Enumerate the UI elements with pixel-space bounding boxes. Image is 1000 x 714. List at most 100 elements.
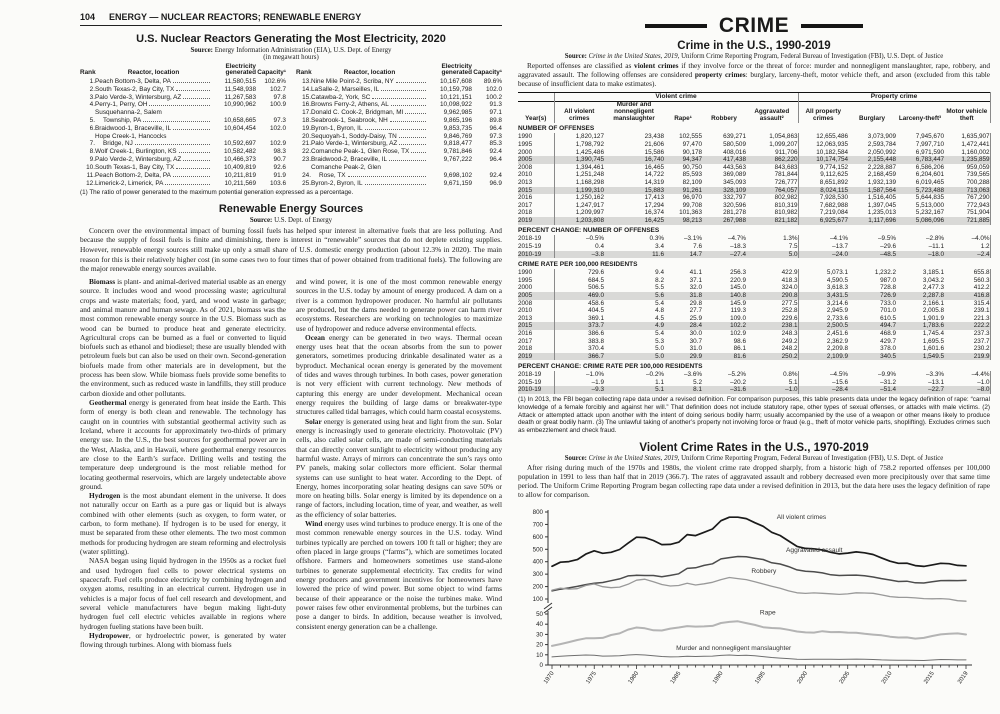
page-header: 104 ENERGY — NUCLEAR REACTORS; RENEWABLE… bbox=[80, 12, 502, 26]
body-paragraph: Ocean energy can be generated in two way… bbox=[296, 332, 502, 417]
table-row: 2015 1,199,310 15,883 91,261 328,109 764,057 8… bbox=[518, 186, 991, 195]
table-row: 2015-19 0.4 3.4 7.6 –18.3 7.5 –13.7 –29.6 –11.1 1… bbox=[518, 243, 991, 251]
col-header: Robbery bbox=[702, 101, 746, 123]
body-paragraph: Wind energy uses wind turbines to produc… bbox=[296, 519, 502, 631]
table-row: 7. Hope Creek-1, Hancocks Bridge, NJ 10,592… bbox=[89, 132, 286, 148]
body-paragraph: Solar energy is generated using heat and… bbox=[296, 416, 502, 519]
table-row: 1995 1,798,792 21,606 97,470 580,509 1,099,20… bbox=[518, 140, 991, 149]
table-row: 15. Catawba-2, York, SC 10,121,151 100.2 bbox=[302, 93, 502, 101]
col-header-rank: Rank bbox=[80, 69, 96, 77]
col-header: Larceny-theft³ bbox=[896, 101, 945, 123]
page-right: CRIME Crime in the U.S., 1990-2019 Sourc… bbox=[518, 12, 991, 714]
svg-text:400: 400 bbox=[533, 559, 544, 566]
table-row: 2005 469.0 5.6 31.8 140.8 290.8 3,431.5 726.9 2,… bbox=[518, 291, 991, 300]
page-left: 104 ENERGY — NUCLEAR REACTORS; RENEWABLE… bbox=[80, 12, 502, 714]
crime-table-source: Source: Crime in the United States, 2019… bbox=[564, 53, 944, 60]
table-row: 20. Sequoyah-1, Soddy-Daisy, TN 9,846,769 9… bbox=[302, 132, 502, 140]
svg-text:1975: 1975 bbox=[585, 670, 598, 685]
dot-leader bbox=[172, 81, 210, 83]
crime-table-intro: Reported offenses are classified as viol… bbox=[518, 61, 990, 89]
page-number: 104 bbox=[80, 12, 96, 22]
dot-leader bbox=[149, 105, 210, 107]
table-row: 17. Donald C. Cook-2, Bridgman, MI 9,962,9… bbox=[302, 109, 502, 117]
table-row: 8. Wolf Creek-1, Burlington, KS 10,582,482… bbox=[89, 148, 286, 156]
table-row: 23. Braidwood-2, Braceville, IL 9,767,222 9… bbox=[302, 156, 502, 164]
svg-text:50: 50 bbox=[536, 611, 543, 618]
nuclear-source: Source: Energy Information Administratio… bbox=[190, 46, 392, 54]
crime-banner-title: CRIME bbox=[718, 14, 790, 37]
svg-text:40: 40 bbox=[536, 621, 543, 628]
body-paragraph: Biomass is plant- and animal-derived mat… bbox=[80, 276, 286, 398]
svg-text:2019: 2019 bbox=[957, 670, 970, 685]
table-row: 2017 383.8 5.3 30.7 98.6 249.2 2,362.9 429.7 1,6… bbox=[518, 337, 991, 346]
svg-text:1970: 1970 bbox=[543, 670, 556, 685]
dot-leader bbox=[176, 167, 210, 169]
section-label-row: PERCENT CHANGE: CRIME RATE PER 100,000 R… bbox=[518, 362, 703, 370]
col-header: Murder and nonnegligent manslaughter bbox=[604, 101, 664, 123]
svg-text:800: 800 bbox=[533, 509, 544, 516]
dot-leader bbox=[364, 183, 426, 185]
dot-leader bbox=[172, 175, 210, 177]
nuclear-table-left: Rank Reactor, location Electricity gener… bbox=[80, 62, 286, 188]
col-header: Burglary bbox=[848, 101, 897, 123]
table-row: 2010 1,251,248 14,722 85,593 369,089 781,844 9… bbox=[518, 171, 991, 180]
table-row: 6. Braidwood-1, Braceville, IL 10,604,454 1… bbox=[89, 124, 286, 132]
table-row: 2017 1,247,917 17,294 99,708 320,596 810,319 7… bbox=[518, 201, 991, 210]
banner-bar-left bbox=[644, 24, 707, 28]
body-paragraph: Geothermal energy is generated from heat… bbox=[80, 398, 286, 491]
svg-text:700: 700 bbox=[533, 521, 544, 528]
table-row: 2000 506.5 5.5 32.0 145.0 324.0 3,618.3 728.8 2,… bbox=[518, 284, 991, 292]
violent-crime-chart: 100 200 300 400 500 600 700 800 0 10 20 30 40 50 1970 1… bbox=[518, 502, 990, 703]
table-row: 2. South Texas-2, Bay City, TX 11,548,938 1… bbox=[89, 85, 286, 93]
dot-leader bbox=[390, 105, 426, 107]
section-label-row: NUMBER OF OFFENSES bbox=[518, 125, 595, 133]
table-row: 3. Palo Verde-3, Wintersburg, AZ 11,267,58… bbox=[89, 93, 286, 101]
crime-table-title: Crime in the U.S., 1990-2019 bbox=[677, 40, 831, 52]
svg-text:20: 20 bbox=[536, 642, 543, 649]
renewable-col-1: Biomass is plant- and animal-derived mat… bbox=[80, 277, 286, 650]
svg-text:Rape: Rape bbox=[760, 609, 776, 616]
col-header: Rape¹ bbox=[664, 101, 702, 123]
nuclear-table: Rank Reactor, location Electricity gener… bbox=[80, 62, 502, 188]
table-row: 24. Comanche Peak-2, Glen Rose, TX 9,698,10… bbox=[302, 163, 502, 179]
svg-text:300: 300 bbox=[533, 571, 544, 578]
dot-leader bbox=[364, 128, 426, 130]
table-row: 21. Palo Verde-1, Wintersburg, AZ 9,818,47… bbox=[302, 140, 502, 148]
table-row: 2010 404.5 4.8 27.7 119.3 252.8 2,945.9 701.0 2,… bbox=[518, 307, 991, 315]
dot-leader bbox=[347, 175, 426, 177]
svg-text:1990: 1990 bbox=[712, 670, 725, 685]
table-row: 2019 366.7 5.0 29.9 81.6 250.2 2,109.9 340.5 1,5… bbox=[518, 352, 991, 361]
banner-bar-right bbox=[801, 24, 864, 28]
svg-text:Murder and nonnegligent mansla: Murder and nonnegligent manslaughter bbox=[676, 645, 792, 652]
dot-leader bbox=[183, 160, 210, 162]
chart-source: Source: Crime in the United States, 2019… bbox=[564, 454, 944, 462]
table-row: 2015-19 –1.9 1.1 5.2 –20.2 5.1 –15.6 –31.2 –13.1… bbox=[518, 378, 991, 387]
svg-text:2010: 2010 bbox=[881, 670, 894, 685]
dot-leader bbox=[372, 97, 426, 99]
dot-leader bbox=[183, 97, 210, 99]
table-row: 13. Nine Mile Point-2, Scriba, NY 10,167,6… bbox=[302, 77, 502, 85]
renewable-intro: Concern over the environmental impact of… bbox=[80, 225, 502, 274]
svg-text:2015: 2015 bbox=[923, 670, 936, 685]
col-header-reactor: Reactor, location bbox=[127, 69, 180, 77]
svg-text:10: 10 bbox=[536, 652, 543, 659]
table-row: 10. South Texas-1, Bay City, TX 10,409,819… bbox=[86, 163, 286, 171]
table-row: 2019 1,203,808 16,425 98,213 267,988 821,182 6… bbox=[518, 217, 991, 225]
svg-text:600: 600 bbox=[533, 534, 544, 541]
col-header-generated: Electricity generated bbox=[225, 62, 256, 77]
table-row: 18. Seabrook-1, Seabrook, NH 9,865,196 89.8 bbox=[302, 117, 502, 124]
svg-text:30: 30 bbox=[536, 631, 543, 638]
table-row: 22. Comanche Peak-1, Glen Rose, TX 9,781,8… bbox=[302, 148, 502, 156]
col-header-capacity: Capacity¹ bbox=[257, 69, 286, 77]
dot-leader bbox=[405, 113, 426, 115]
crime-banner: CRIME bbox=[518, 14, 990, 38]
body-paragraph: NASA began using liquid hydrogen in the … bbox=[80, 556, 286, 631]
table-row: 1995 684.5 8.2 37.1 220.9 418.3 4,590.5 987.0 3,… bbox=[518, 276, 991, 285]
table-row: 2018-19 –1.0% –0.2% –3.6% –5.2% 0.8% –4.5% –9.9… bbox=[518, 371, 991, 379]
dot-leader bbox=[398, 136, 426, 138]
svg-text:1980: 1980 bbox=[628, 670, 641, 685]
nuclear-unit-note: (in megawatt hours) bbox=[263, 53, 319, 61]
dot-leader bbox=[165, 183, 210, 185]
svg-text:All violent crimes: All violent crimes bbox=[777, 514, 827, 521]
